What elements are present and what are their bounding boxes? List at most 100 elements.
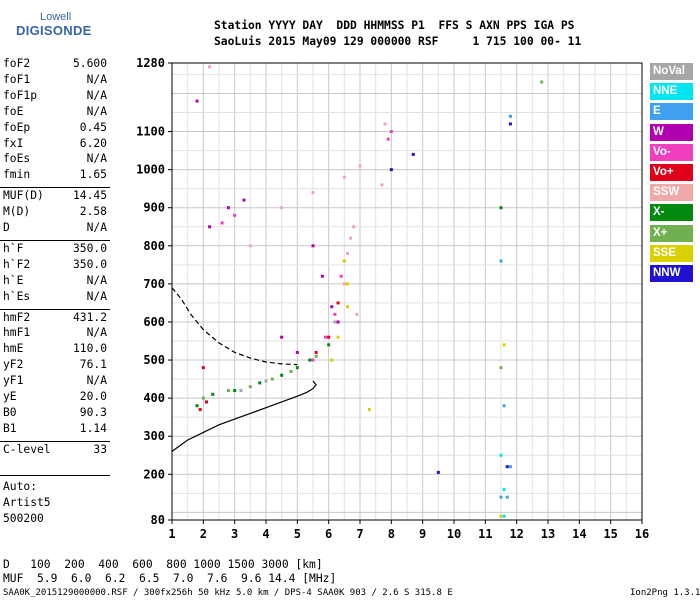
echo-point [208, 65, 212, 69]
param-row: h`E N/A [3, 274, 107, 290]
param-name: D [3, 221, 10, 234]
param-row: h`F2 350.0 [3, 258, 107, 274]
param-row: D N/A [3, 221, 107, 237]
legend-item-vo-: Vo+ [650, 164, 693, 181]
echo-point [336, 320, 340, 324]
logo-digisonde: DIGISONDE [16, 23, 92, 38]
chart-profile-curves [171, 287, 317, 452]
logo-lowell: Lowell [40, 11, 72, 23]
x-tick-label: 1 [168, 527, 175, 541]
echo-point [355, 312, 359, 316]
param-value: N/A [86, 152, 107, 166]
echo-point [242, 198, 246, 202]
echo-point [280, 206, 284, 210]
echo-point [502, 404, 506, 408]
y-tick-label: 300 [143, 429, 165, 443]
echo-point [333, 320, 337, 324]
param-value: N/A [86, 72, 107, 86]
echo-point [339, 274, 343, 278]
echo-point [345, 305, 349, 309]
chart-echoes [195, 65, 544, 518]
param-name: M(D) [3, 205, 31, 219]
profile-curve-dashed [171, 287, 298, 366]
echo-point [270, 377, 274, 381]
param-value: 110.0 [72, 342, 107, 356]
param-name: fxI [3, 136, 24, 150]
param-name: hmF2 [3, 310, 31, 324]
param-name: foEp [3, 120, 31, 134]
y-tick-label: 700 [143, 277, 165, 291]
muf-row: MUF 5.9 6.0 6.2 6.5 7.0 7.6 9.6 14.4 [MH… [3, 572, 337, 585]
echo-point [499, 453, 503, 457]
param-value: 33 [93, 442, 107, 456]
echo-point [499, 366, 503, 370]
x-tick-label: 5 [294, 527, 301, 541]
chart-frame [171, 62, 643, 521]
legend-item-e: E [650, 103, 693, 121]
param-name: foF2 [3, 57, 31, 70]
param-value: 0.45 [79, 120, 107, 134]
y-tick-label: 800 [143, 239, 165, 253]
param-name: hmF1 [3, 326, 31, 340]
x-tick-label: 15 [603, 527, 617, 541]
header-row-2: SaoLuis 2015 May09 129 000000 RSF 1 715 … [214, 35, 582, 48]
param-name: C-level [3, 442, 51, 456]
param-value: 14.45 [72, 189, 107, 203]
echo-point [320, 274, 324, 278]
param-row: foE N/A [3, 105, 107, 121]
echo-point [508, 465, 512, 469]
param-row: foF1 N/A [3, 73, 107, 89]
echo-point [352, 225, 356, 229]
echo-point [295, 350, 299, 354]
param-value: 6.20 [79, 136, 107, 150]
echo-point [342, 259, 346, 263]
echo-point [258, 381, 262, 385]
param-row: M(D) 2.58 [3, 205, 107, 221]
param-row: yF2 76.1 [3, 358, 107, 374]
x-tick-label: 7 [356, 527, 363, 541]
echo-point [502, 488, 506, 492]
echo-point [248, 385, 252, 389]
param-value: 5.600 [72, 57, 107, 70]
parameter-panel: foF2 5.600 foF1 N/A foF1p N/A foE N/A foEp 0.45 fx… [0, 0, 112, 540]
x-tick-label: 9 [419, 527, 426, 541]
x-tick-label: 14 [572, 527, 586, 541]
param-name: yF2 [3, 358, 24, 372]
param-row: hmF1 N/A [3, 326, 107, 342]
echo-point [295, 366, 299, 370]
echo-point [324, 335, 328, 339]
param-value: 431.2 [72, 310, 107, 324]
y-tick-label: 1280 [136, 56, 165, 70]
echo-point [411, 152, 415, 156]
footer-version: Ion2Png 1.3.17 [630, 588, 700, 598]
echo-point [314, 354, 318, 358]
y-tick-label: 900 [143, 201, 165, 215]
echo-point [345, 282, 349, 286]
distance-row: D 100 200 400 600 800 1000 1500 3000 [km… [3, 558, 323, 571]
param-name: h`F2 [3, 257, 31, 271]
param-separator [0, 187, 110, 189]
echo-point [233, 389, 237, 393]
echo-point [330, 305, 334, 309]
param-value: N/A [86, 326, 107, 340]
param-separator [0, 475, 110, 476]
param-name: h`Es [3, 289, 31, 303]
echo-point [386, 137, 390, 141]
x-tick-label: 4 [262, 527, 269, 541]
param-separator [0, 239, 110, 241]
param-separator [0, 440, 110, 442]
echo-point [505, 495, 509, 499]
legend-item-noval: NoVal [650, 63, 693, 80]
echo-point [345, 251, 349, 255]
param-row: foEs N/A [3, 152, 107, 168]
param-value: 350.0 [72, 257, 107, 271]
echo-point [508, 122, 512, 126]
echo-point [239, 389, 243, 393]
x-tick-label: 16 [635, 527, 649, 541]
echo-point [508, 114, 512, 118]
echo-point [211, 392, 215, 396]
echo-point [264, 379, 268, 383]
echo-point [380, 183, 384, 187]
echo-point [333, 312, 337, 316]
